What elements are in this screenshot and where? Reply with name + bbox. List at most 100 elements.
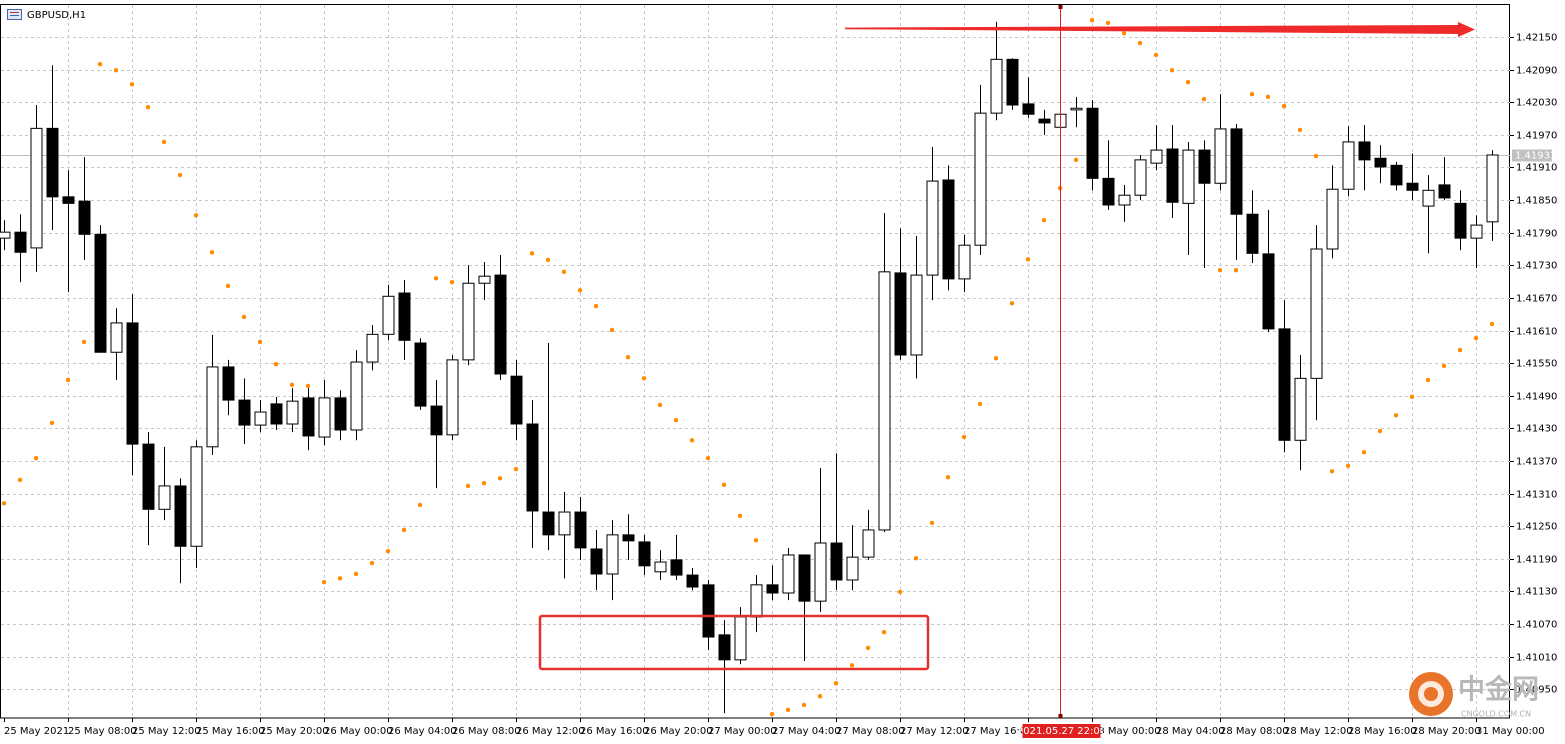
candle-body — [1294, 377, 1307, 441]
candle-body — [206, 366, 219, 448]
candle-body — [1326, 188, 1339, 250]
sar-dot — [81, 339, 87, 345]
sar-dot — [993, 356, 999, 361]
x-tick-label: 26 May 04:00 — [388, 726, 457, 737]
candle-body — [1246, 213, 1259, 254]
y-tick-label: 1.41310 — [1516, 490, 1557, 501]
sar-dot — [1025, 257, 1031, 262]
x-tick-label: 25 May 20:00 — [260, 726, 329, 737]
candle-body — [494, 274, 507, 375]
candle-body — [142, 443, 155, 510]
candle-body — [1278, 328, 1291, 441]
sar-dot — [801, 702, 807, 708]
sar-dot — [1265, 94, 1271, 100]
sar-dot — [977, 401, 983, 407]
candle-body — [654, 561, 667, 573]
cursor-label: 2021.05.27 22:00 — [1017, 726, 1106, 737]
current-price-label: 1.41933 — [1515, 151, 1556, 162]
sar-dot — [721, 482, 727, 488]
candle-body — [718, 634, 731, 661]
y-tick-label: 1.40950 — [1516, 685, 1557, 696]
sar-dot — [1441, 363, 1447, 369]
candle-body — [1262, 253, 1275, 330]
candle-body — [334, 397, 347, 431]
overlay: 1.41933 2021.05.27 22:00 — [1017, 5, 1556, 738]
candle-body — [894, 272, 907, 356]
candle-body — [510, 375, 523, 425]
sar-dot — [337, 576, 343, 581]
sar-dot — [273, 362, 279, 367]
x-tick-label: 26 May 16:00 — [580, 726, 649, 737]
candle-body — [1358, 141, 1371, 161]
sar-dot — [1409, 394, 1415, 400]
sar-dot — [1377, 428, 1383, 434]
sar-dot — [929, 520, 935, 526]
sar-dot — [1041, 218, 1047, 223]
sar-dot — [897, 589, 903, 595]
sar-dot — [1217, 268, 1223, 273]
sar-dot — [529, 251, 535, 256]
candle-body — [254, 411, 267, 426]
candle-body — [1150, 149, 1163, 164]
sar-dot — [417, 502, 423, 508]
watermark-name: 中金网 — [1458, 674, 1539, 706]
sar-dot — [641, 376, 647, 381]
sar-dot — [497, 476, 503, 481]
x-tick-label: 25 May 2021 — [4, 726, 69, 737]
sar-dot — [673, 417, 679, 423]
candle-body — [382, 295, 395, 335]
sar-dot — [1137, 40, 1143, 46]
candle-body — [526, 423, 539, 512]
candle-body — [1086, 107, 1099, 179]
y-tick-label: 1.41190 — [1516, 555, 1557, 566]
candle-body — [1198, 149, 1211, 184]
candle-body — [46, 127, 59, 198]
sar-dot — [177, 172, 183, 178]
candle-body — [1390, 164, 1403, 186]
y-tick-label: 1.41550 — [1516, 359, 1557, 370]
candle-body — [126, 322, 139, 445]
sar-dot — [593, 303, 599, 309]
sar-dot — [1201, 96, 1207, 102]
candle-body — [1022, 103, 1035, 115]
candle-body — [782, 554, 795, 594]
candle-body — [318, 397, 331, 438]
y-tick-label: 1.41370 — [1516, 457, 1557, 468]
x-tick-label: 31 May 00:00 — [1476, 726, 1545, 737]
sar-dot — [561, 269, 567, 275]
sar-dot — [1073, 157, 1079, 163]
sar-dot — [289, 382, 295, 388]
y-tick-label: 1.42090 — [1516, 66, 1557, 77]
sar-dot — [225, 283, 231, 289]
candle-body — [670, 559, 683, 576]
candle-body — [190, 446, 203, 547]
candle-body — [766, 584, 779, 594]
x-tick-label: 26 May 20:00 — [644, 726, 713, 737]
candle-body — [110, 322, 123, 353]
sar-dot — [1473, 335, 1479, 341]
candle-body — [702, 584, 715, 638]
candle-body — [94, 233, 107, 353]
x-tick-label: 26 May 08:00 — [452, 726, 521, 737]
candle-body — [0, 231, 11, 239]
trend-arrow — [845, 22, 1475, 37]
candle-body — [942, 179, 955, 280]
y-tick-label: 1.41730 — [1516, 261, 1557, 272]
y-tick-label: 1.41910 — [1516, 163, 1557, 174]
sar-dot — [97, 62, 103, 67]
sar-dot — [1105, 20, 1111, 26]
sar-dot — [769, 711, 775, 717]
current-price-tag — [1512, 149, 1552, 162]
candle-body — [1422, 189, 1435, 207]
candle-body — [958, 244, 971, 280]
sar-dot — [689, 438, 695, 443]
y-tick-label: 1.41430 — [1516, 424, 1557, 435]
candle-body — [558, 511, 571, 536]
sar-dot — [481, 481, 487, 486]
watermark-site: CNGOLD.COM.CN — [1461, 710, 1531, 719]
candle-body — [990, 58, 1003, 114]
x-tick-label: 26 May 12:00 — [516, 726, 585, 737]
x-tick-label: 28 May 08:00 — [1220, 726, 1289, 737]
candle-body — [878, 271, 891, 531]
